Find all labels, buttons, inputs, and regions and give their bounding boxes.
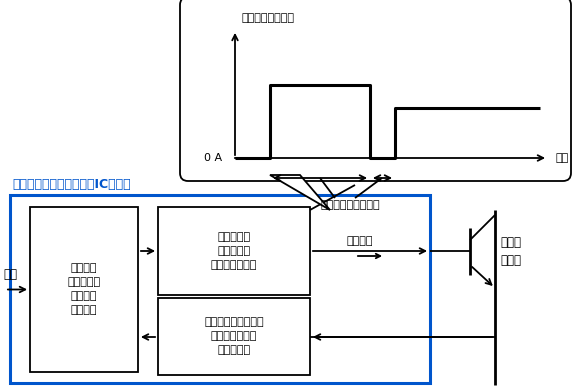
Bar	[30, 207, 138, 372]
Text: 自動波形変化ゲート駆動ICチップ: 自動波形変化ゲート駆動ICチップ	[12, 178, 131, 191]
Text: 入力: 入力	[3, 268, 17, 282]
Text: タイミング自動変化: タイミング自動変化	[320, 200, 380, 210]
Text: パワー
半導体: パワー 半導体	[500, 236, 521, 266]
Text: 電流波形
を変化させ
るための
制御回路: 電流波形 を変化させ るための 制御回路	[68, 264, 100, 316]
Text: 駆動電流: 駆動電流	[347, 236, 373, 246]
Text: 駆動電流の設定値: 駆動電流の設定値	[242, 13, 295, 23]
Text: 出力電流を
可変とした
ゲート駆動回路: 出力電流を 可変とした ゲート駆動回路	[211, 232, 257, 270]
Text: 適切なタイミングを
決定するための
センサ回路: 適切なタイミングを 決定するための センサ回路	[204, 317, 264, 356]
FancyBboxPatch shape	[180, 0, 571, 181]
Bar	[158, 298, 310, 375]
Bar	[10, 195, 430, 383]
Text: 時間: 時間	[555, 153, 568, 163]
Text: 0 A: 0 A	[204, 153, 222, 163]
Bar	[158, 207, 310, 295]
Polygon shape	[270, 175, 330, 210]
